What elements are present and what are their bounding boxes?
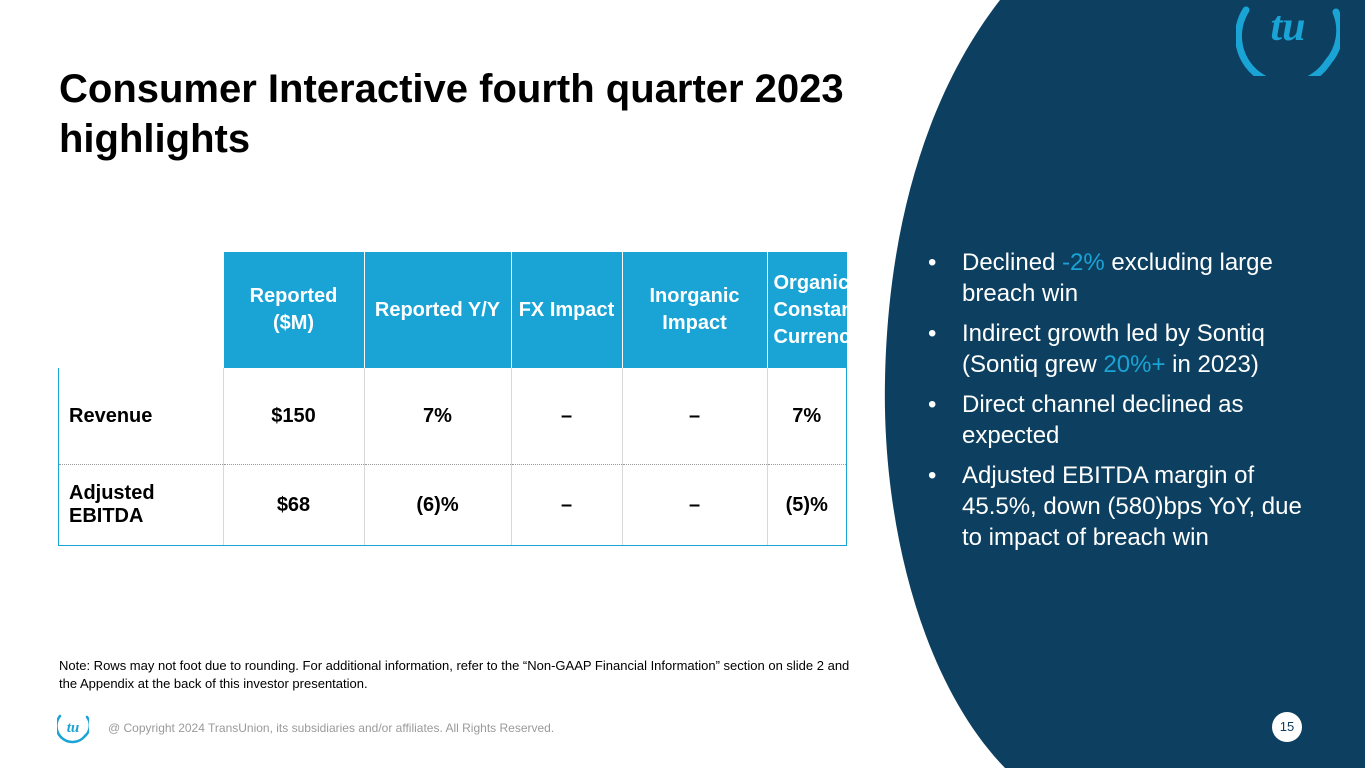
table-cell: 7% xyxy=(766,368,847,465)
list-item: • Direct channel declined as expected xyxy=(928,389,1328,451)
table-cell: (6)% xyxy=(363,464,511,546)
header-reported-yy: Reported Y/Y xyxy=(363,252,511,368)
footnote: Note: Rows may not foot due to rounding.… xyxy=(59,658,850,691)
header-organic-constant-currency: Organic Constant Currency xyxy=(766,252,861,368)
bullet-text: Declined xyxy=(962,249,1063,276)
bullet-text: Adjusted EBITDA margin of 45.5%, down (5… xyxy=(962,462,1302,551)
transunion-logo-small-icon: tu xyxy=(57,714,89,744)
bullet-text-end: in 2023) xyxy=(1165,351,1259,378)
table-cell: $150 xyxy=(222,368,364,465)
row-label: Adjusted EBITDA xyxy=(58,464,223,546)
transunion-logo-icon: tu xyxy=(1236,4,1340,76)
svg-text:tu: tu xyxy=(67,720,80,736)
page-title: Consumer Interactive fourth quarter 2023… xyxy=(59,67,844,161)
highlights-list: • Declined -2% excluding large breach wi… xyxy=(928,247,1328,562)
svg-text:tu: tu xyxy=(1270,4,1305,50)
bullet-icon: • xyxy=(928,391,937,418)
table-cell: – xyxy=(621,464,767,546)
bullet-icon: • xyxy=(928,462,937,489)
table-row: Revenue $150 7% – – 7% xyxy=(58,368,847,465)
table-cell: $68 xyxy=(222,464,364,546)
header-inorganic-impact: Inorganic Impact xyxy=(621,252,767,368)
table-cell: – xyxy=(510,464,622,546)
header-reported: Reported ($M) xyxy=(222,252,364,368)
bullet-highlight: -2% xyxy=(1062,249,1105,276)
header-fx-impact: FX Impact xyxy=(510,252,622,368)
bullet-highlight: 20%+ xyxy=(1103,351,1166,378)
bullet-icon: • xyxy=(928,320,937,347)
page-number: 15 xyxy=(1272,712,1302,742)
bullet-text: Indirect growth led by Sontiq (Sontiq gr… xyxy=(962,320,1265,378)
row-label: Revenue xyxy=(58,368,223,465)
table-header-row: Reported ($M) Reported Y/Y FX Impact Ino… xyxy=(58,252,861,368)
table-cell: (5)% xyxy=(766,464,847,546)
header-blank xyxy=(58,252,223,368)
bullet-text-end: excluding large breach win xyxy=(962,249,1273,307)
list-item: • Declined -2% excluding large breach wi… xyxy=(928,247,1328,309)
bullet-icon: • xyxy=(928,249,937,276)
list-item: • Indirect growth led by Sontiq (Sontiq … xyxy=(928,318,1328,380)
copyright-text: @ Copyright 2024 TransUnion, its subsidi… xyxy=(108,721,555,735)
list-item: • Adjusted EBITDA margin of 45.5%, down … xyxy=(928,460,1328,553)
table-row: Adjusted EBITDA $68 (6)% – – (5)% xyxy=(58,464,847,546)
table-cell: – xyxy=(621,368,767,465)
table-cell: – xyxy=(510,368,622,465)
financial-table: Reported ($M) Reported Y/Y FX Impact Ino… xyxy=(58,252,861,546)
table-cell: 7% xyxy=(363,368,511,465)
bullet-text: Direct channel declined as expected xyxy=(962,391,1244,449)
